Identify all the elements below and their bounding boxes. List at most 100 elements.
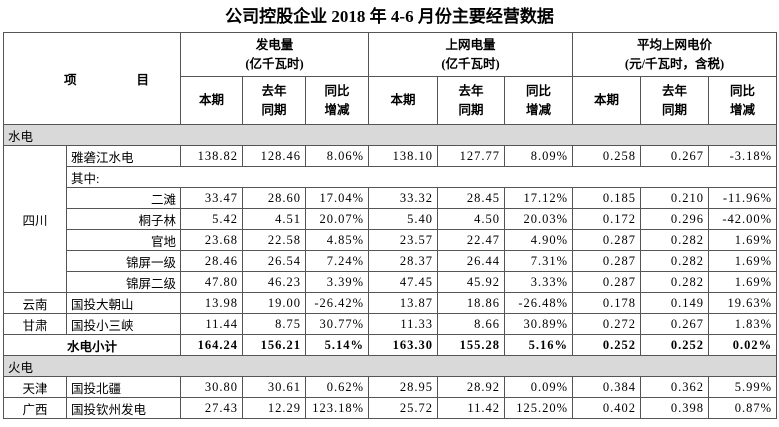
table-row: 其中:	[4, 166, 778, 188]
column-header: 本期	[368, 76, 439, 125]
name-cell: 国投北疆	[65, 376, 182, 398]
column-header: 本期	[180, 76, 244, 125]
name-cell: 国投钦州发电	[65, 397, 182, 419]
value-cell: 8.75	[242, 313, 307, 335]
value-cell: -3.18%	[708, 145, 778, 167]
value-cell: 128.46	[242, 145, 307, 167]
value-cell: 17.12%	[504, 187, 574, 209]
value-cell: 0.384	[572, 376, 642, 398]
table-row: 锦屏一级 28.46 26.54 7.24% 28.37 26.44 7.31% 0.287 0…	[4, 250, 778, 272]
value-cell: 12.29	[242, 397, 307, 419]
value-cell: 0.282	[640, 271, 710, 293]
value-cell: 163.30	[368, 334, 439, 356]
value-cell: -11.96%	[708, 187, 778, 209]
value-cell: -42.00%	[708, 208, 778, 230]
table-row: 项目 发电量 (亿千瓦时) 上网电量 (亿千瓦时) 平均上网电价 (元/千瓦时，含税)	[2, 32, 778, 125]
name-cell: 国投小三峡	[65, 313, 182, 335]
value-cell: 19.63%	[708, 292, 778, 314]
column-header: 同比增减	[708, 76, 778, 125]
value-cell: 0.282	[640, 229, 710, 251]
value-cell: 0.287	[572, 250, 642, 272]
column-header: 同比增减	[504, 76, 574, 125]
value-cell: 1.69%	[708, 250, 778, 272]
value-cell: 3.39%	[305, 271, 370, 293]
child-name-cell: 二滩	[65, 187, 182, 209]
value-cell: 11.33	[368, 313, 439, 335]
value-cell: 28.45	[437, 187, 506, 209]
column-label: 同比增减	[526, 83, 552, 117]
value-cell: 0.172	[572, 208, 642, 230]
value-cell: 33.32	[368, 187, 439, 209]
value-cell: 0.287	[572, 271, 642, 293]
value-cell: 1.83%	[708, 313, 778, 335]
column-header: 去年同期	[242, 76, 307, 125]
value-cell: 0.258	[572, 145, 642, 167]
table-row: 火电	[2, 355, 778, 377]
group-header: 上网电量 (亿千瓦时)	[368, 32, 574, 77]
table-row: 二滩 33.47 28.60 17.04% 33.32 28.45 17.12% 0.185 0…	[4, 187, 778, 209]
value-cell: 4.51	[242, 208, 307, 230]
region-cell: 广西	[3, 397, 67, 419]
value-cell: 127.77	[437, 145, 506, 167]
value-cell: 5.40	[368, 208, 439, 230]
value-cell: 22.58	[242, 229, 307, 251]
value-cell: 23.68	[180, 229, 244, 251]
column-header: 去年同期	[437, 76, 506, 125]
group-title: 上网电量	[445, 37, 496, 52]
value-cell: 8.09%	[504, 145, 574, 167]
value-cell: 17.04%	[305, 187, 370, 209]
group-unit: (亿千瓦时)	[245, 56, 304, 71]
value-cell: 25.72	[368, 397, 439, 419]
value-cell: 0.398	[640, 397, 710, 419]
value-cell: 28.46	[180, 250, 244, 272]
value-cell: 33.47	[180, 187, 244, 209]
table-row: 水电小计 164.24 156.21 5.14% 163.30 155.28 5.16% 0.…	[2, 334, 778, 356]
value-cell: 4.50	[437, 208, 506, 230]
column-label: 去年同期	[662, 83, 688, 117]
table-row: 桐子林 5.42 4.51 20.07% 5.40 4.50 20.03% 0.172 0.29…	[4, 208, 778, 230]
name-cell: 国投大朝山	[65, 292, 182, 314]
child-name-cell: 锦屏一级	[65, 250, 182, 272]
name-cell: 雅砻江水电	[65, 145, 182, 167]
table-row: 天津 国投北疆 30.80 30.61 0.62% 28.95 28.92 0.09% 0.38…	[3, 376, 778, 398]
value-cell: 11.42	[437, 397, 506, 419]
value-cell: 7.24%	[305, 250, 370, 272]
table-body: 项目 发电量 (亿千瓦时) 上网电量 (亿千瓦时) 平均上网电价 (元/千瓦时，含税) 本期 去…	[2, 32, 778, 419]
group-header: 平均上网电价 (元/千瓦时，含税)	[572, 32, 778, 77]
value-cell: 4.90%	[504, 229, 574, 251]
child-name-cell: 锦屏二级	[65, 271, 182, 293]
table-row: 云南 国投大朝山 13.98 19.00 -26.42% 13.87 18.86 -26.48…	[3, 292, 778, 314]
column-label: 去年同期	[458, 83, 484, 117]
value-cell: 0.362	[640, 376, 710, 398]
value-cell: 1.69%	[708, 271, 778, 293]
region-cell: 甘肃	[3, 313, 67, 335]
value-cell: 8.66	[437, 313, 506, 335]
value-cell: 155.28	[437, 334, 506, 356]
value-cell: 0.287	[572, 229, 642, 251]
value-cell: 47.45	[368, 271, 439, 293]
value-cell: 47.80	[180, 271, 244, 293]
name-cell: 其中:	[65, 166, 778, 188]
value-cell: 5.14%	[305, 334, 370, 356]
value-cell: 0.185	[572, 187, 642, 209]
value-cell: 0.252	[572, 334, 642, 356]
title: 公司控股企业 2018 年 4-6 月份主要经营数据	[225, 7, 554, 26]
column-header: 本期	[572, 76, 642, 125]
value-cell: 27.43	[180, 397, 244, 419]
value-cell: 5.16%	[504, 334, 574, 356]
table-row: 官地 23.68 22.58 4.85% 23.57 22.47 4.90% 0.287 0.2…	[4, 229, 778, 251]
column-label: 本期	[390, 93, 416, 108]
value-cell: 0.178	[572, 292, 642, 314]
value-cell: 23.57	[368, 229, 439, 251]
value-cell: 0.02%	[708, 334, 778, 356]
region-cell: 云南	[3, 292, 67, 314]
value-cell: 30.89%	[504, 313, 574, 335]
table-row: 锦屏二级 47.80 46.23 3.39% 47.45 45.92 3.33% 0.287 0…	[4, 271, 778, 293]
header-item: 项目	[2, 32, 182, 125]
value-cell: 45.92	[437, 271, 506, 293]
column-header: 同比增减	[305, 76, 370, 125]
value-cell: 22.47	[437, 229, 506, 251]
group-title: 平均上网电价	[637, 37, 713, 52]
child-name-cell: 桐子林	[65, 208, 182, 230]
value-cell: 28.92	[437, 376, 506, 398]
